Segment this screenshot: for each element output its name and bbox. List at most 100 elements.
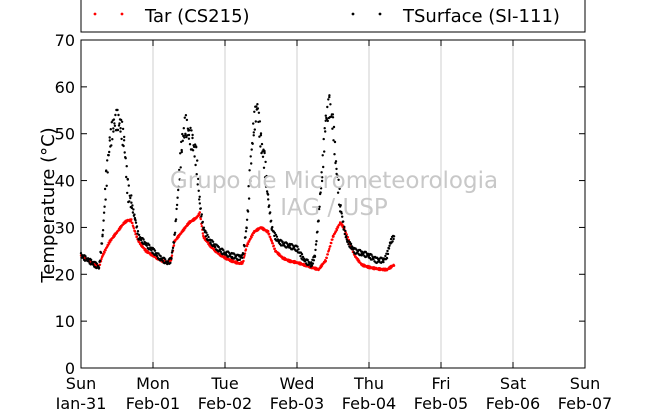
tsurface-point <box>155 254 159 258</box>
tsurface-point <box>342 220 345 223</box>
tsurface-point <box>150 249 153 252</box>
tsurface-point <box>201 220 204 224</box>
tsurface-point <box>120 137 123 141</box>
data-points <box>79 94 396 272</box>
tsurface-point <box>311 262 315 265</box>
tar-point <box>103 251 106 254</box>
tsurface-point <box>333 140 337 144</box>
plot-area <box>80 39 586 369</box>
tar-point <box>331 238 334 241</box>
tar-point <box>108 242 111 245</box>
tar-point <box>242 259 245 263</box>
tsurface-point <box>255 105 258 108</box>
tsurface-point <box>153 249 157 252</box>
tsurface-point <box>326 105 329 109</box>
tsurface-point <box>264 160 267 164</box>
y-axis: 0 10 20 30 40 50 60 70 <box>55 31 585 378</box>
tsurface-point <box>320 179 324 183</box>
tsurface-point <box>171 246 175 250</box>
tsurface-point <box>145 244 148 247</box>
x-tick-label-date: Feb-06 <box>486 394 540 409</box>
tsurface-point <box>259 134 263 137</box>
legend-marker-tsurface <box>378 12 382 16</box>
tsurface-point <box>84 255 87 258</box>
tsurface-point <box>265 190 269 193</box>
tsurface-point <box>335 172 338 176</box>
tsurface-point <box>92 263 95 266</box>
tsurface-point <box>370 253 373 256</box>
tar-point <box>269 235 272 239</box>
tsurface-point <box>331 116 335 119</box>
y-tick-label: 30 <box>55 218 75 237</box>
tsurface-point <box>249 155 252 158</box>
tsurface-point <box>175 207 178 211</box>
tsurface-point <box>186 127 190 130</box>
tsurface-point <box>209 241 212 244</box>
tsurface-point <box>262 166 266 169</box>
tsurface-point <box>342 228 345 231</box>
tar-point <box>392 264 396 267</box>
tsurface-point <box>254 120 257 123</box>
tsurface-point <box>79 252 83 255</box>
tar-point <box>98 263 102 266</box>
tsurface-point <box>102 219 105 222</box>
y-tick-label: 50 <box>55 125 75 144</box>
tsurface-point <box>195 173 198 176</box>
tsurface-point <box>193 155 196 158</box>
tsurface-point <box>191 133 194 137</box>
y-axis-label: Temperature (°C) <box>38 127 59 283</box>
tsurface-point <box>275 235 279 238</box>
tsurface-point <box>328 94 331 97</box>
tsurface-point <box>198 195 201 198</box>
tar-point <box>332 235 335 238</box>
x-tick-label-day: Mon <box>136 374 170 393</box>
tsurface-point <box>131 204 134 207</box>
tsurface-point <box>119 118 123 122</box>
tsurface-point <box>112 130 115 133</box>
tsurface-point <box>350 245 354 248</box>
tsurface-point <box>193 143 197 146</box>
tsurface-point <box>125 175 128 179</box>
tsurface-point <box>382 260 385 264</box>
tsurface-point <box>90 258 93 262</box>
tsurface-point <box>103 205 106 208</box>
x-tick-label-date: Feb-02 <box>198 394 252 409</box>
tsurface-point <box>268 204 271 207</box>
x-tick-label-date: Feb-05 <box>414 394 468 409</box>
tsurface-point <box>252 134 255 137</box>
tsurface-point <box>388 244 391 247</box>
tar-point <box>106 244 110 247</box>
tar-point <box>270 240 273 243</box>
tar-point <box>330 241 333 245</box>
tar-point <box>135 235 139 238</box>
tsurface-point <box>391 240 394 243</box>
tsurface-point <box>252 122 255 125</box>
tsurface-point <box>297 248 300 251</box>
y-tick-label: 20 <box>55 265 75 284</box>
legend-marker-tar <box>120 12 124 16</box>
tsurface-point <box>320 171 323 174</box>
tsurface-point <box>204 235 208 238</box>
tsurface-point <box>177 185 180 189</box>
legend-box <box>80 0 586 33</box>
tsurface-point <box>253 128 256 131</box>
tsurface-point <box>336 174 339 177</box>
x-tick-label-day: Tue <box>210 374 238 393</box>
legend-label-tar: Tar (CS215) <box>144 6 250 27</box>
tsurface-point <box>130 206 134 210</box>
tar-point <box>325 256 328 260</box>
tsurface-point <box>244 236 247 239</box>
x-tick-label-date: Feb-01 <box>126 394 180 409</box>
tsurface-point <box>188 129 191 132</box>
tsurface-point <box>328 95 331 99</box>
tsurface-point <box>263 151 266 155</box>
legend-marker-tsurface <box>351 12 355 16</box>
tsurface-point <box>256 107 260 110</box>
tsurface-point <box>126 178 129 181</box>
tsurface-point <box>114 113 117 117</box>
tsurface-point <box>306 258 309 262</box>
tsurface-point <box>136 230 140 233</box>
tar-point <box>357 259 361 262</box>
tsurface-point <box>389 237 393 241</box>
grid-lines <box>152 40 514 368</box>
